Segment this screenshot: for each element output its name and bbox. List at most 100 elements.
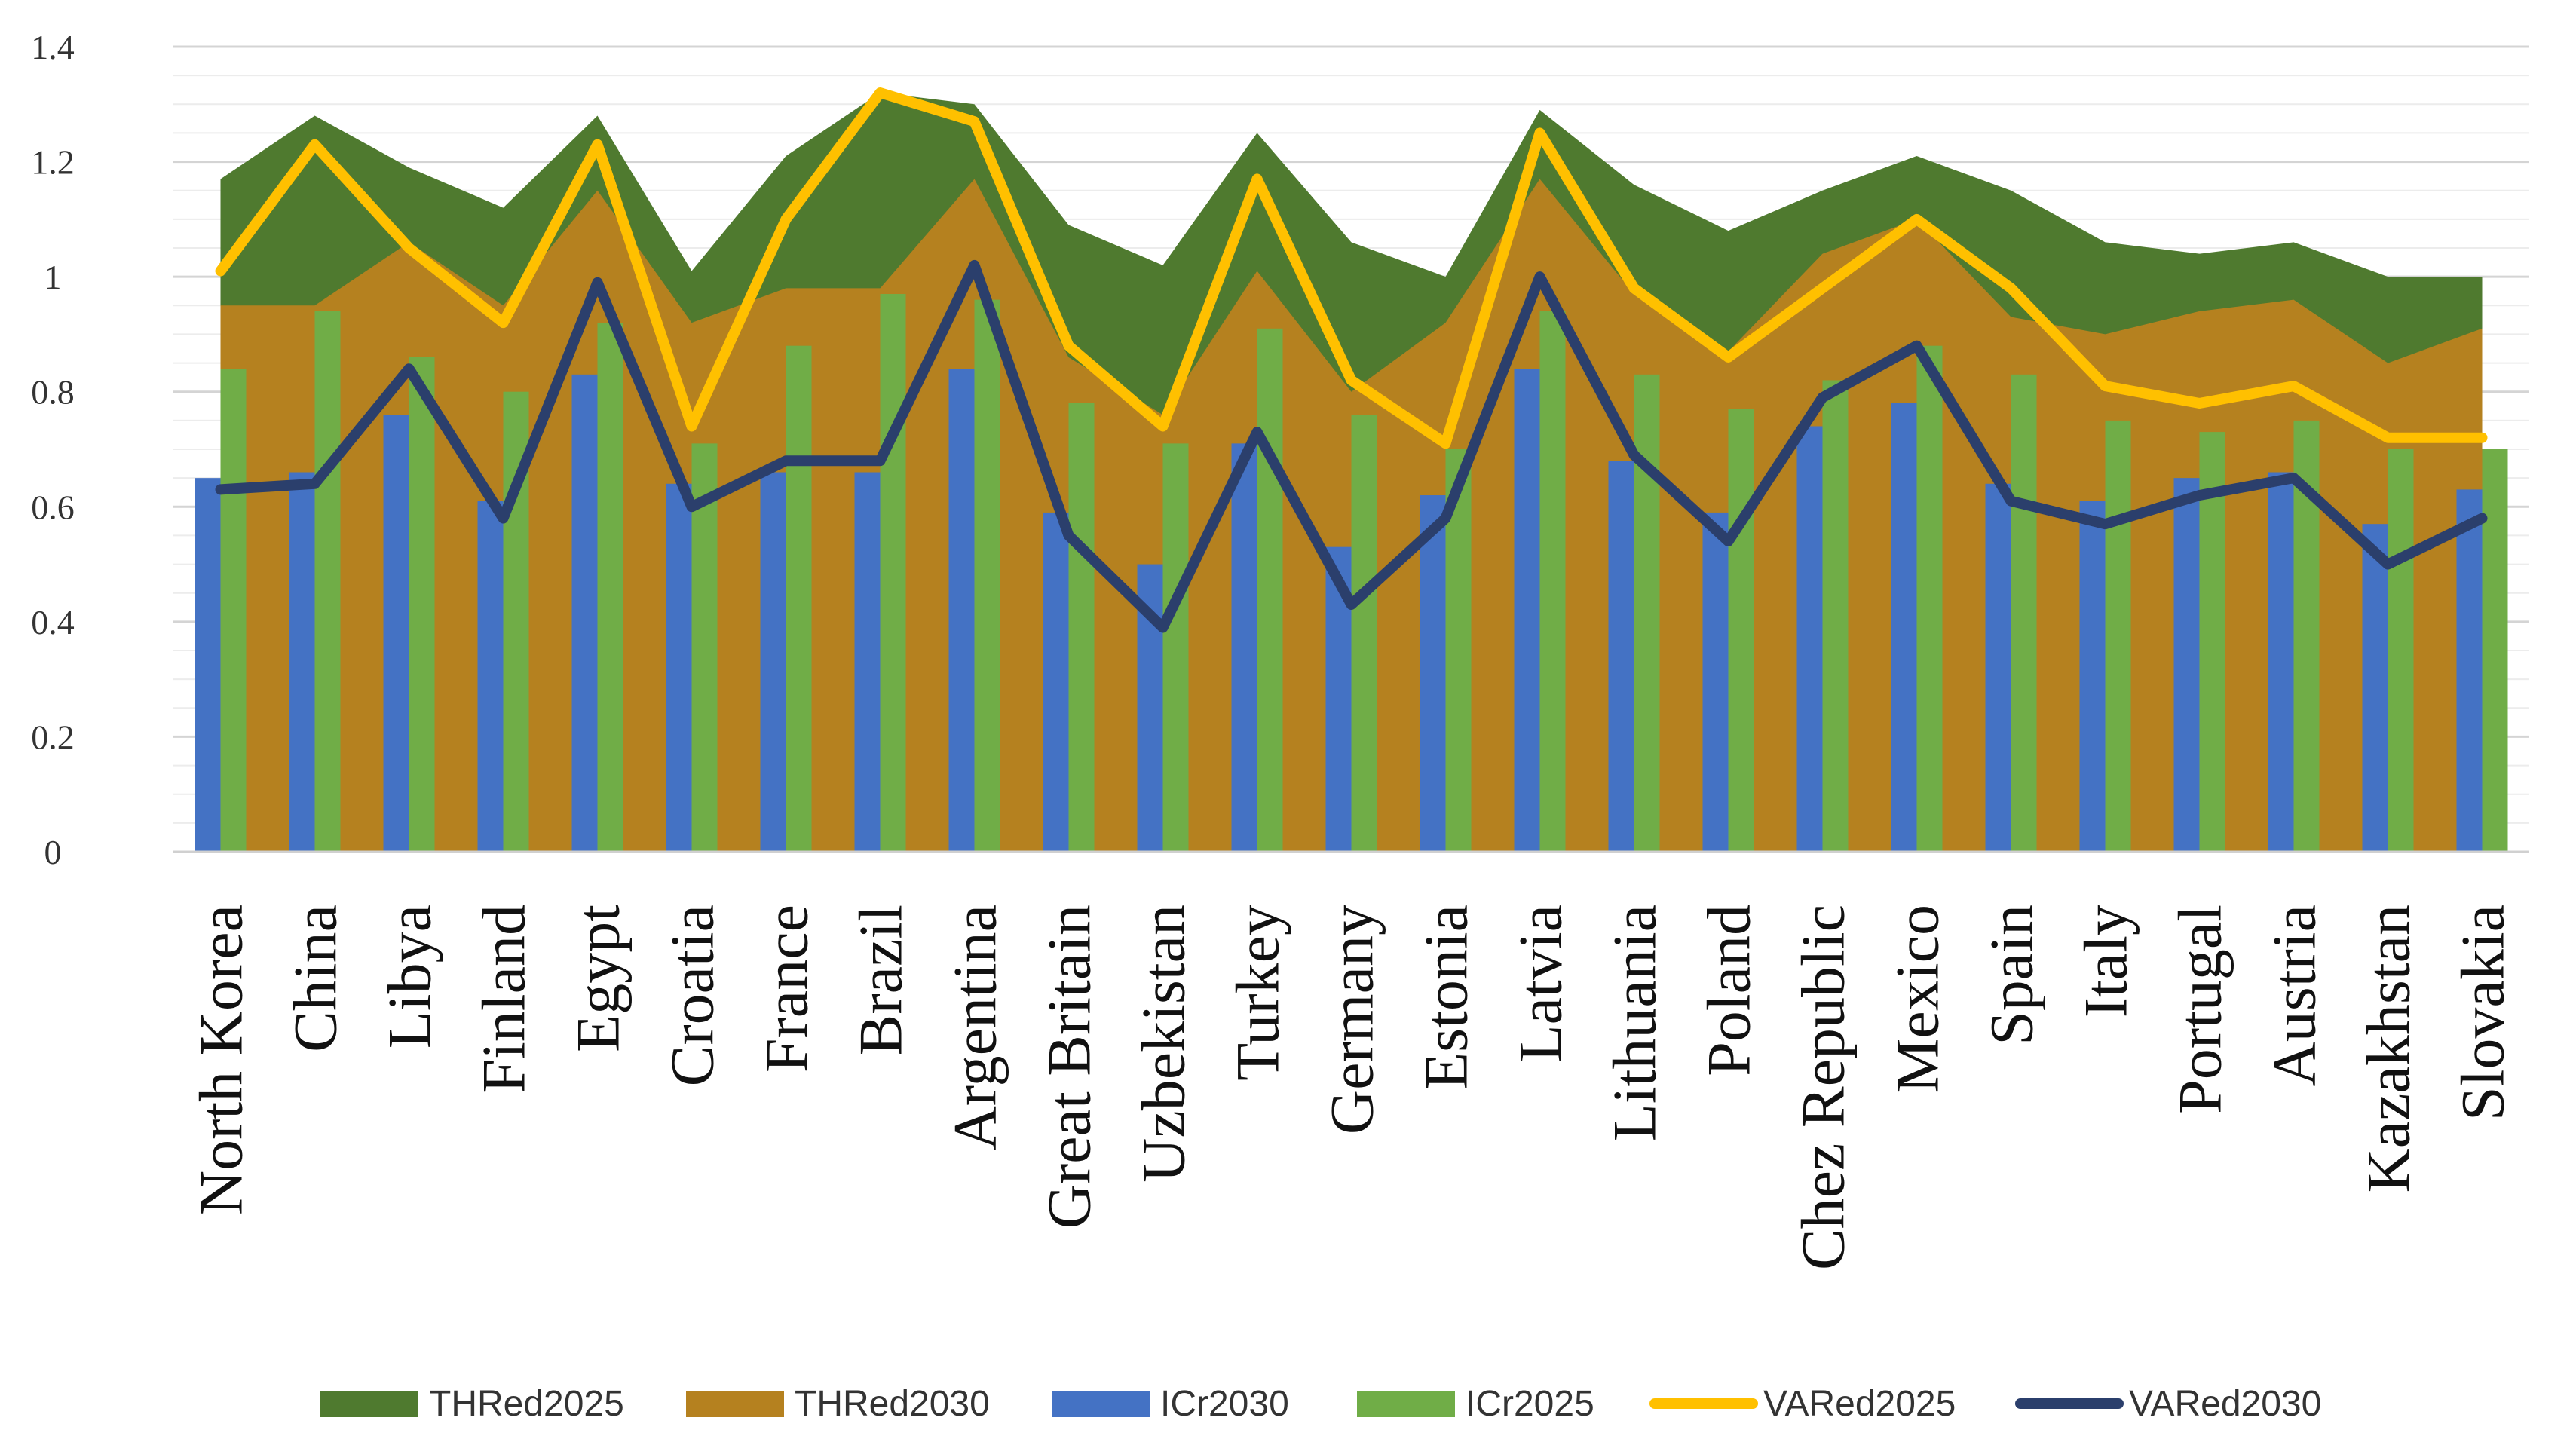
x-category-label: Germany	[1318, 905, 1386, 1134]
x-category-label: Great Britain	[1035, 905, 1104, 1229]
bar-icr2025-great-britain	[1068, 403, 1095, 852]
x-category-label: Lithuania	[1600, 905, 1669, 1141]
x-category-label: Poland	[1695, 905, 1763, 1076]
line-vared2025	[215, 87, 2488, 449]
bar-icr2030-kazakhstan	[2362, 524, 2388, 852]
bar-icr2030-turkey	[1231, 443, 1257, 852]
bar-icr2030-poland	[1702, 512, 1729, 852]
legend-swatch	[686, 1391, 784, 1417]
bar-icr2030-great-britain	[1043, 512, 1069, 852]
bar-icr2025-latvia	[1539, 311, 1566, 852]
bar-icr2025-germany	[1351, 415, 1377, 852]
bar-icr2025-portugal	[2199, 432, 2225, 852]
x-category-label: Spain	[1977, 905, 2046, 1045]
bar-icr2030-chez-republic	[1796, 426, 1823, 852]
bar-icr2025-italy	[2105, 420, 2131, 852]
legend-item-vared2030: VARed2030	[2015, 1384, 2321, 1424]
bar-icr2025-lithuania	[1634, 374, 1660, 852]
x-category-label: Italy	[2072, 905, 2140, 1018]
legend-label: VARed2030	[2129, 1384, 2321, 1424]
bar-icr2025-france	[786, 345, 812, 853]
bar-icr2030-france	[760, 472, 786, 852]
x-category-label: China	[281, 905, 350, 1052]
legend-label: THRed2025	[429, 1384, 624, 1424]
x-category-label: Egypt	[564, 905, 633, 1052]
x-category-label: Latvia	[1506, 905, 1575, 1062]
legend-label: ICr2030	[1160, 1384, 1289, 1424]
x-category-label: Austria	[2260, 905, 2329, 1086]
y-tick-labels: 0 0.2 0.4 0.6 0.8 1 1.2 1.4	[31, 28, 75, 871]
x-category-label: Argentina	[941, 905, 1009, 1150]
bar-icr2025-croatia	[691, 443, 718, 852]
bar-icr2025-mexico	[1916, 345, 1943, 853]
x-category-label: Estonia	[1412, 905, 1481, 1090]
line-vared2030	[215, 259, 2488, 633]
bar-icr2030-spain	[1985, 483, 2011, 852]
legend-swatch	[320, 1391, 418, 1417]
bar-icr2030-latvia	[1514, 369, 1540, 852]
bar-icr2025-brazil	[880, 294, 906, 852]
x-category-label: Finland	[470, 905, 538, 1094]
y-tick-label: 1.2	[31, 143, 75, 182]
x-category-label: Mexico	[1883, 905, 1952, 1093]
line-series	[215, 87, 2488, 633]
legend-item-thred2030: THRed2030	[686, 1384, 990, 1424]
legend-item-icr2030: ICr2030	[1052, 1384, 1289, 1424]
bar-icr2030-estonia	[1420, 495, 1446, 852]
bar-icr2030-slovakia	[2456, 489, 2483, 852]
x-category-label: North Korea	[187, 905, 256, 1215]
x-category-label: Libya	[375, 905, 444, 1049]
y-tick-label: 0.6	[31, 488, 75, 526]
y-tick-label: 1	[44, 258, 62, 296]
bar-icr2025-turkey	[1257, 328, 1283, 852]
bar-icr2030-lithuania	[1608, 461, 1634, 852]
bar-icr2025-libya	[409, 357, 435, 852]
bar-icr2030-argentina	[948, 369, 975, 852]
bar-icr2030-brazil	[854, 472, 881, 852]
bar-icr2030-egypt	[571, 374, 598, 852]
bar-icr2025-kazakhstan	[2388, 449, 2414, 852]
legend-label: VARed2025	[1763, 1384, 1956, 1424]
legend-item-thred2025: THRed2025	[320, 1384, 624, 1424]
bar-icr2030-italy	[2079, 501, 2106, 852]
y-tick-label: 0	[44, 833, 62, 871]
x-category-label: Brazil	[847, 905, 915, 1055]
x-category-label: France	[752, 905, 821, 1073]
y-tick-label: 1.4	[31, 28, 75, 66]
bar-icr2030-finland	[477, 501, 504, 852]
legend-item-vared2025: VARed2025	[1649, 1384, 1956, 1424]
bar-icr2030-north-korea	[195, 478, 221, 852]
bar-icr2025-chez-republic	[1822, 380, 1849, 852]
legend-label: ICr2025	[1466, 1384, 1594, 1424]
x-category-label: Chez Republic	[1789, 905, 1858, 1270]
x-category-label: Uzbekistan	[1129, 905, 1198, 1183]
x-category-label: Kazakhstan	[2354, 905, 2423, 1193]
bar-icr2030-croatia	[666, 483, 692, 852]
bar-icr2025-argentina	[974, 299, 1000, 853]
legend-swatch	[1052, 1391, 1150, 1417]
bar-series	[195, 294, 2508, 853]
legend-label: THRed2030	[795, 1384, 990, 1424]
bar-icr2025-slovakia	[2482, 449, 2508, 852]
legend-item-icr2025: ICr2025	[1357, 1384, 1594, 1424]
legend-swatch	[1357, 1391, 1455, 1417]
bar-icr2030-austria	[2268, 472, 2294, 852]
bar-icr2025-china	[314, 311, 341, 852]
x-category-label: Slovakia	[2449, 905, 2517, 1121]
x-category-label: Turkey	[1224, 905, 1292, 1081]
y-tick-label: 0.2	[31, 718, 75, 756]
bar-icr2030-china	[289, 472, 315, 852]
bar-icr2025-spain	[2011, 374, 2037, 852]
x-category-label: Croatia	[658, 905, 727, 1086]
bar-icr2025-uzbekistan	[1162, 443, 1189, 852]
bar-icr2025-poland	[1728, 409, 1754, 852]
bar-icr2030-portugal	[2173, 478, 2200, 852]
bar-icr2030-libya	[383, 415, 409, 852]
bar-icr2030-mexico	[1891, 403, 1917, 852]
y-tick-label: 0.4	[31, 603, 75, 641]
x-category-label: Portugal	[2166, 905, 2234, 1114]
legend: THRed2025 THRed2030 ICr2030 ICr2025 VARed202…	[320, 1384, 2321, 1424]
x-category-labels: North Korea China Libya Finland Egypt Croatia…	[187, 905, 2517, 1270]
